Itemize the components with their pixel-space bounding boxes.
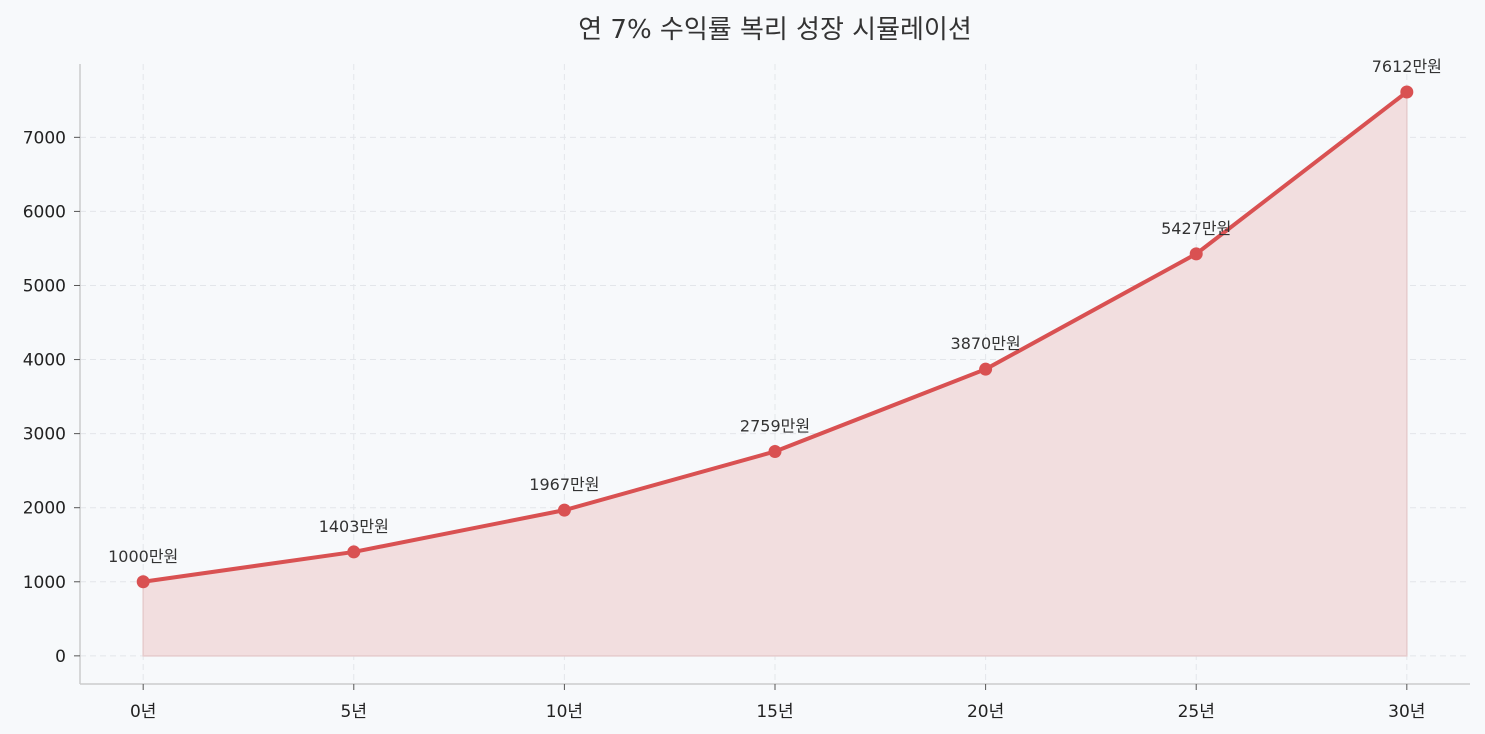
x-tick-label: 20년 (967, 702, 1004, 722)
x-tick-label: 5년 (341, 702, 367, 722)
data-label: 1403만원 (319, 517, 389, 536)
x-tick-label: 10년 (546, 702, 583, 722)
data-label: 3870만원 (951, 334, 1021, 353)
y-tick-label: 1000 (23, 573, 66, 593)
data-point (768, 444, 782, 458)
x-tick-label: 15년 (756, 702, 793, 722)
x-tick-label: 0년 (130, 702, 156, 722)
data-point (136, 575, 150, 589)
data-label: 1000만원 (108, 547, 178, 566)
data-point (1400, 85, 1414, 99)
data-label: 7612만원 (1372, 57, 1442, 76)
x-tick-labels: 0년 5년 10년 15년 20년 25년 30년 (130, 684, 1425, 722)
data-point (347, 545, 361, 559)
x-tick-label: 25년 (1178, 702, 1215, 722)
y-tick-label: 4000 (23, 351, 66, 371)
data-labels: 1000만원 1403만원 1967만원 2759만원 3870만원 5427만원 7612… (108, 57, 1442, 566)
y-tick-label: 6000 (23, 202, 66, 222)
data-label: 2759만원 (740, 416, 810, 435)
data-point (1189, 247, 1203, 261)
x-tick-label: 30년 (1388, 702, 1425, 722)
y-tick-label: 5000 (23, 276, 66, 296)
data-point (979, 362, 993, 376)
y-tick-label: 0 (55, 647, 66, 667)
chart-title: 연 7% 수익률 복리 성장 시뮬레이션 (578, 15, 972, 45)
y-tick-label: 7000 (23, 128, 66, 148)
data-label: 5427만원 (1161, 219, 1231, 238)
data-point (557, 503, 571, 517)
data-label: 1967만원 (529, 475, 599, 494)
y-tick-label: 3000 (23, 425, 66, 445)
data-points (136, 85, 1414, 589)
y-tick-label: 2000 (23, 499, 66, 519)
y-tick-labels: 0 1000 2000 3000 4000 5000 6000 7000 (23, 128, 80, 667)
